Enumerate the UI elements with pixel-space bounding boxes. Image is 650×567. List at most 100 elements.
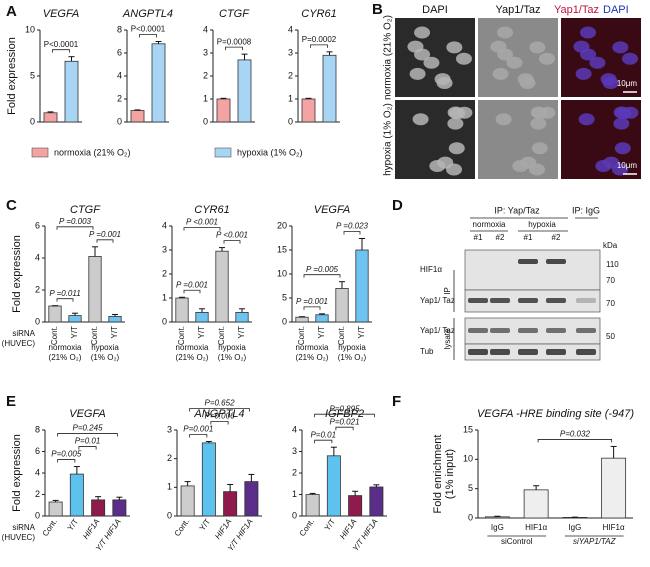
x-tick-label: Cont. [173, 517, 191, 538]
nucleus [409, 67, 426, 80]
p-value: P =0.011 [49, 289, 80, 298]
blot-band [518, 298, 538, 303]
y-tick-label: 10 [463, 454, 473, 464]
significance-bracket [225, 46, 243, 51]
y-tick-label: 2 [167, 453, 172, 463]
error-bar [494, 515, 501, 517]
error-bar [533, 485, 540, 490]
bar [180, 485, 195, 517]
significance-bracket [96, 239, 114, 243]
p-value: P =0.001 [296, 297, 328, 306]
y-tick-label: 3 [162, 244, 167, 254]
chart-title: ANGPTL4 [193, 408, 244, 420]
bar [523, 489, 549, 519]
group-label: hypoxia [218, 343, 246, 352]
bar [195, 311, 209, 323]
y-tick-label: 4 [35, 467, 40, 477]
significance-bracket [537, 439, 613, 443]
p-value: P =0.005 [306, 265, 339, 274]
error-bar [205, 440, 212, 443]
x-tick-label: Cont. [41, 517, 59, 538]
significance-bracket [303, 306, 321, 310]
x-tick-label: Cont. [217, 326, 226, 345]
scale-bar-label: 10μm [617, 79, 638, 88]
nucleus [531, 142, 548, 155]
nucleus [529, 41, 546, 54]
bar [201, 442, 216, 517]
blot-band [490, 349, 510, 355]
y-axis-label: Fold enrichment [432, 435, 444, 514]
nucleus [497, 48, 514, 61]
blot-row-label: HIF1α [420, 265, 442, 274]
group-label: (1% O₂) [338, 353, 367, 362]
nucleus [414, 48, 431, 61]
blot-row-label: Tub [420, 347, 434, 356]
blot-band [468, 349, 488, 355]
nucleus [446, 41, 463, 54]
y-tick-label: 2 [117, 93, 122, 103]
blot-band [546, 349, 566, 355]
significance-bracket [139, 34, 157, 38]
bar [295, 316, 309, 323]
y-axis-label: Fold expression [11, 434, 23, 512]
x-tick-label: Y/T [70, 326, 79, 339]
blot-band [546, 298, 566, 303]
merge-label-red: Yap1/Taz [554, 4, 599, 16]
nucleus [447, 106, 464, 119]
y-tick-label: 3 [288, 47, 293, 57]
x-tick-label: Cont. [337, 326, 346, 345]
significance-bracket [210, 421, 229, 425]
bar [484, 516, 510, 519]
significance-bracket [310, 44, 328, 48]
p-value: P=0.895 [329, 404, 360, 413]
error-bar [309, 492, 316, 495]
significance-bracket [52, 49, 70, 53]
p-value: P<0.0001 [44, 40, 79, 49]
error-bar [95, 496, 102, 500]
nucleus [434, 73, 451, 86]
error-bar [68, 56, 75, 62]
bar [237, 59, 252, 123]
y-tick-label: 0 [468, 512, 473, 522]
y-tick-label: 20 [277, 220, 287, 230]
error-bar [241, 53, 248, 60]
lane-label: #2 [496, 233, 505, 242]
error-bar [219, 247, 225, 252]
nucleus [603, 156, 620, 169]
panel-label: D [392, 197, 403, 214]
bar [223, 491, 238, 517]
bar [369, 486, 384, 517]
blot-row-label: Yap1/ Taz [420, 296, 455, 305]
p-value: P=0.0008 [217, 37, 252, 46]
chart-title: CYR61 [301, 8, 336, 20]
y-tick-label: 0 [292, 510, 297, 520]
nucleus [613, 106, 630, 119]
x-tick-label: Y/T [357, 326, 366, 339]
error-bar [319, 313, 325, 315]
y-tick-label: 8 [117, 24, 122, 34]
error-bar [220, 97, 227, 99]
y-tick-label: 1 [292, 489, 297, 499]
y-axis-label: Fold expression [6, 37, 18, 115]
panel-label: E [6, 393, 16, 410]
condition-label: normoxia [473, 220, 506, 229]
blot-strip [464, 249, 601, 291]
significance-bracket [314, 439, 333, 444]
y-tick-label: 0 [288, 116, 293, 126]
group-label: (21% O₂) [296, 353, 329, 362]
y-tick-label: 1 [203, 93, 208, 103]
x-tick-label: IgG [568, 523, 581, 532]
kda-marker: 110 [606, 260, 619, 269]
significance-bracket [189, 408, 250, 412]
nucleus [492, 67, 509, 80]
kda-label: kDa [603, 241, 618, 250]
chart-title: VEGFA [43, 8, 79, 20]
ip-label: IP: IgG [572, 205, 600, 215]
nucleus [621, 52, 638, 65]
p-value: P<0.0001 [131, 25, 166, 34]
blot-band [490, 298, 510, 303]
y-tick-label: 2 [162, 268, 167, 278]
y-tick-label: 0 [117, 116, 122, 126]
x-tick-label: HIF1A [213, 517, 233, 541]
bar [601, 457, 627, 519]
